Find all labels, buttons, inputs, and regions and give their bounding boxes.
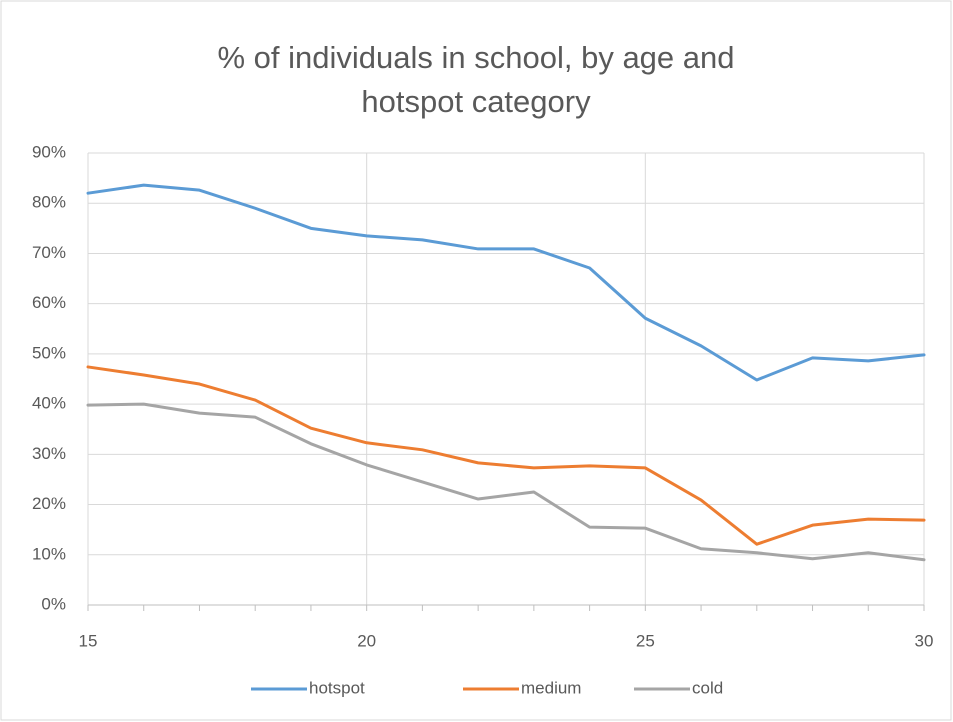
series-line	[86, 365, 926, 546]
y-tick-label: 0%	[41, 594, 66, 613]
x-tick-label: 25	[636, 631, 655, 650]
chart-title: % of individuals in school, by age and h…	[217, 40, 735, 119]
x-tick-label: 15	[79, 631, 98, 650]
series-line	[86, 183, 926, 382]
y-tick-label: 60%	[32, 293, 66, 312]
y-tick-label: 30%	[32, 444, 66, 463]
x-tick-label: 20	[357, 631, 376, 650]
y-tick-label: 10%	[32, 544, 66, 563]
series-line	[86, 402, 926, 562]
y-tick-label: 50%	[32, 343, 66, 362]
y-tick-label: 90%	[32, 142, 66, 161]
y-tick-label: 20%	[32, 494, 66, 513]
y-tick-label: 40%	[32, 394, 66, 413]
legend-label: hotspot	[309, 678, 365, 697]
legend-label: cold	[692, 678, 723, 697]
y-tick-label: 80%	[32, 193, 66, 212]
legend-label: medium	[521, 678, 581, 697]
x-tick-label: 30	[915, 631, 934, 650]
y-tick-label: 70%	[32, 243, 66, 262]
